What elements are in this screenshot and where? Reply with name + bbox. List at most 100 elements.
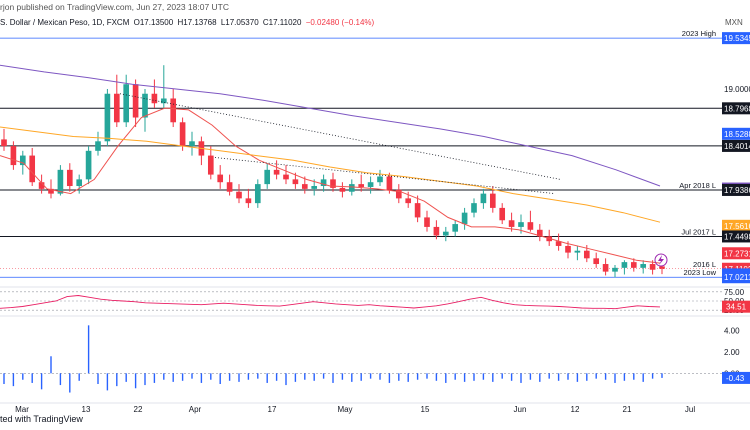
moving-average-line (0, 107, 661, 264)
histogram-value-label: -0.43 (726, 374, 745, 383)
candle-body (480, 193, 487, 204)
candle-body (10, 146, 17, 166)
price-axis-label: 18.52882 (722, 127, 750, 140)
rsi-tick-label: 75.00 (724, 288, 745, 297)
candle-body (113, 93, 120, 123)
price-axis-label-text: 17.44980 (724, 232, 750, 241)
x-tick-label: 22 (134, 405, 143, 414)
price-axis-label-bg (722, 271, 750, 284)
price-axis-label-text: 17.56163 (724, 222, 750, 231)
candle-body (555, 241, 562, 246)
x-tick-label: 15 (421, 405, 430, 414)
level-note: 2023 Low (683, 268, 716, 277)
candle-body (38, 182, 45, 189)
candle-body (48, 188, 54, 194)
price-axis-label: 18.79683 (722, 102, 750, 115)
histogram-tick-label: 4.00 (724, 327, 740, 336)
price-axis-label-text: 19.53457 (724, 34, 750, 43)
candle-body (142, 93, 148, 118)
candle-body (104, 93, 111, 142)
level-note: 2023 High (682, 29, 716, 38)
price-axis-label-text: 17.27315 (724, 249, 750, 258)
tradingview-brand: ted with TradingView (0, 414, 83, 424)
rsi-line (0, 295, 661, 310)
level-note: Jul 2017 L (681, 227, 716, 236)
candle-body (1, 139, 7, 147)
ohlc-high: H17.13768 (177, 18, 217, 27)
price-axis-label: 17.27315 (722, 247, 750, 260)
candle-body (452, 224, 459, 232)
candle-body (179, 122, 186, 147)
candle-body (536, 229, 543, 237)
candle-body (85, 150, 92, 180)
price-axis-label-bg (722, 219, 750, 232)
candle-body (245, 198, 252, 204)
candle-body (499, 207, 506, 221)
candle-body (630, 262, 637, 268)
candle-body (226, 182, 233, 192)
price-axis-label-text: 18.52882 (724, 130, 750, 139)
candle-body (76, 179, 83, 187)
candle-body (189, 141, 195, 147)
candle-body (621, 262, 628, 268)
currency-label: MXN (725, 18, 743, 27)
ohlc-legend: S. Dollar / Mexican Peso, 1D, FXCM O17.1… (0, 18, 376, 27)
candle-body (132, 84, 139, 118)
publisher-text: rjon published on TradingView.com, Jun 2… (0, 2, 230, 12)
candle-body (405, 198, 412, 204)
level-note: Apr 2018 L (679, 181, 716, 190)
candle-body (527, 222, 534, 230)
candle-body (330, 179, 336, 188)
price-axis-label-bg (722, 139, 750, 152)
candle-body (29, 155, 36, 183)
candle-body (217, 174, 224, 183)
candle-body (301, 184, 308, 189)
x-tick-label: 12 (571, 405, 580, 414)
trendline (119, 93, 561, 180)
candle-body (66, 169, 73, 187)
moving-average-line (0, 64, 661, 187)
candle-body (414, 203, 421, 218)
ohlc-close: C17.11020 (262, 18, 302, 27)
rsi-value-label-bg (722, 300, 750, 313)
level-note: 2016 L (693, 260, 716, 269)
candle-body (424, 217, 430, 227)
candle-body (565, 245, 571, 253)
candle-body (508, 220, 515, 227)
candle-body (659, 266, 665, 269)
candle-body (283, 174, 289, 180)
price-axis-label-bg (722, 247, 750, 260)
price-axis-label-text: 18.79683 (724, 104, 750, 113)
candle-body (339, 187, 346, 192)
candle-body (583, 250, 590, 259)
price-axis-label-bg (722, 230, 750, 243)
candle-body (640, 264, 647, 268)
candle-body (123, 84, 130, 123)
candle-body (518, 222, 524, 227)
candle-body (395, 189, 402, 199)
x-tick-label: Mar (15, 405, 29, 414)
candle-body (367, 182, 374, 187)
candle-body (461, 212, 468, 225)
lightning-icon (654, 253, 668, 267)
x-tick-label: Jul (685, 405, 695, 414)
price-axis-label-bg (722, 102, 750, 115)
y-tick-label: 19.00000 (724, 85, 750, 94)
price-axis-label-bg (722, 127, 750, 140)
x-tick-label: May (337, 405, 352, 414)
candle-body (593, 258, 600, 265)
candle-body (602, 264, 609, 272)
candle-body (207, 155, 214, 175)
candle-body (254, 184, 261, 204)
candle-body (358, 184, 365, 187)
x-tick-label: 17 (268, 405, 277, 414)
candle-body (574, 250, 581, 253)
moving-average-line (0, 126, 661, 223)
price-axis-label: 19.53457 (722, 32, 750, 45)
price-axis-label: 17.56163 (722, 219, 750, 232)
candle-body (649, 264, 656, 270)
candle-body (471, 203, 477, 213)
symbol-title: S. Dollar / Mexican Peso, 1D, FXCM (0, 18, 130, 27)
chart-header: rjon published on TradingView.com, Jun 2… (0, 0, 229, 14)
